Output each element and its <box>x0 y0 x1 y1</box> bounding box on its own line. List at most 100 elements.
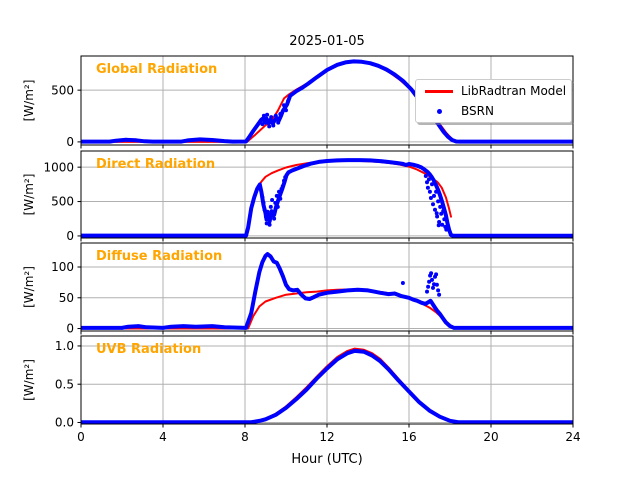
bsrn-dot-icon <box>425 108 453 114</box>
legend-label-model: LibRadtran Model <box>461 84 567 98</box>
x-tick-label: 4 <box>159 430 167 444</box>
panel-diffuse-radiation: 0 50 100 [W/m²] Diffuse Radiation <box>22 242 574 336</box>
y-tick-label: 0.0 <box>55 416 74 430</box>
bsrn-point <box>283 175 288 180</box>
bsrn-point <box>431 202 435 207</box>
bsrn-point <box>273 200 278 205</box>
x-axis-label: Hour (UTC) <box>291 452 363 467</box>
bsrn-point <box>425 289 429 294</box>
x-tick-label: 8 <box>241 430 249 444</box>
bsrn-point <box>440 222 445 227</box>
bsrn-point <box>427 189 432 194</box>
bsrn-point <box>270 213 275 218</box>
y-tick-label: 1000 <box>43 160 74 174</box>
bsrn-point <box>273 113 278 118</box>
y-tick-label: 500 <box>51 195 74 209</box>
bsrn-point <box>434 189 439 194</box>
bsrn-point <box>426 284 431 289</box>
bsrn-point <box>428 196 433 200</box>
y-tick-label: 0 <box>66 135 74 149</box>
bsrn-point <box>439 211 444 216</box>
bsrn-point <box>271 123 276 128</box>
y-axis-label: [W/m²] <box>22 174 36 216</box>
y-tick-label: 100 <box>51 260 74 274</box>
bsrn-point <box>435 214 440 219</box>
panel-title-direct-radiation: Direct Radiation <box>96 157 215 172</box>
legend-label-bsrn: BSRN <box>461 104 494 118</box>
bsrn-point <box>434 211 439 216</box>
bsrn-point <box>265 209 270 214</box>
y-tick-label: 0 <box>66 229 74 243</box>
bsrn-point <box>260 122 265 127</box>
bsrn-point <box>429 271 434 276</box>
bsrn-point <box>427 279 432 284</box>
legend-item-model: LibRadtran Model <box>416 83 571 100</box>
y-axis-label: [W/m²] <box>22 80 36 122</box>
bsrn-point <box>263 120 268 125</box>
y-axis-label: [W/m²] <box>22 266 36 308</box>
y-tick-label: 500 <box>51 83 74 97</box>
panel-title-uvb-radiation: UVB Radiation <box>96 342 201 357</box>
x-tick-label: 0 <box>77 430 85 444</box>
x-tick-label: 12 <box>319 430 334 444</box>
bsrn-point <box>274 193 279 198</box>
bsrn-point <box>275 204 280 209</box>
bsrn-point <box>270 198 275 202</box>
bsrn-point <box>266 217 271 222</box>
bsrn-point <box>267 124 272 129</box>
bsrn-point <box>268 204 273 209</box>
bsrn-point <box>277 189 281 194</box>
y-tick-label: 50 <box>59 291 74 305</box>
legend: LibRadtran Model BSRN <box>415 79 572 123</box>
bsrn-point <box>426 177 431 182</box>
x-tick-label: 24 <box>565 430 580 444</box>
panel-title-global-radiation: Global Radiation <box>96 62 217 77</box>
legend-item-bsrn: BSRN <box>416 103 571 120</box>
panel-title-diffuse-radiation: Diffuse Radiation <box>96 249 222 264</box>
bsrn-point <box>267 222 272 227</box>
bsrn-point <box>437 220 442 224</box>
bsrn-point <box>441 209 446 213</box>
x-tick-label: 16 <box>401 430 416 444</box>
bsrn-point <box>423 174 428 178</box>
bsrn-point <box>278 196 283 201</box>
bsrn-point <box>430 277 434 282</box>
bsrn-point <box>436 199 441 204</box>
bsrn-point <box>286 99 291 103</box>
y-tick-label: 0 <box>66 322 74 336</box>
bsrn-trace <box>81 348 573 424</box>
bsrn-point <box>431 285 435 290</box>
panel-uvb-radiation: 0.0 0.5 1.0 [W/m²] UVB Radiation 0 4 8 12 16 20 24 <box>22 335 581 444</box>
bsrn-point <box>282 178 286 183</box>
bsrn-point <box>432 193 436 198</box>
bsrn-point <box>261 113 266 118</box>
bsrn-point <box>437 292 442 297</box>
bsrn-point <box>276 120 281 125</box>
bsrn-point <box>261 200 266 205</box>
bsrn-point <box>260 195 265 200</box>
bsrn-point <box>425 180 429 185</box>
bsrn-point <box>444 227 449 232</box>
figure-title: 2025-01-05 <box>289 34 365 49</box>
bsrn-point <box>278 112 283 116</box>
bsrn-point <box>284 108 288 113</box>
bsrn-point <box>282 103 286 108</box>
bsrn-point <box>265 112 270 117</box>
y-tick-label: 1.0 <box>55 339 74 353</box>
bsrn-trace <box>81 252 573 330</box>
bsrn-point <box>269 115 274 120</box>
model-line-icon <box>425 89 453 93</box>
bsrn-point <box>433 207 437 212</box>
bsrn-point <box>272 216 277 221</box>
y-axis-label: [W/m²] <box>22 359 36 401</box>
bsrn-point <box>263 214 268 219</box>
bsrn-point <box>436 223 441 228</box>
bsrn-point <box>438 204 443 209</box>
bsrn-point <box>280 184 285 189</box>
bsrn-point <box>430 182 434 187</box>
bsrn-point <box>434 272 439 277</box>
panel-direct-radiation: 0 500 1000 [W/m²] Direct Radiation <box>22 150 574 243</box>
bsrn-point <box>425 185 430 190</box>
